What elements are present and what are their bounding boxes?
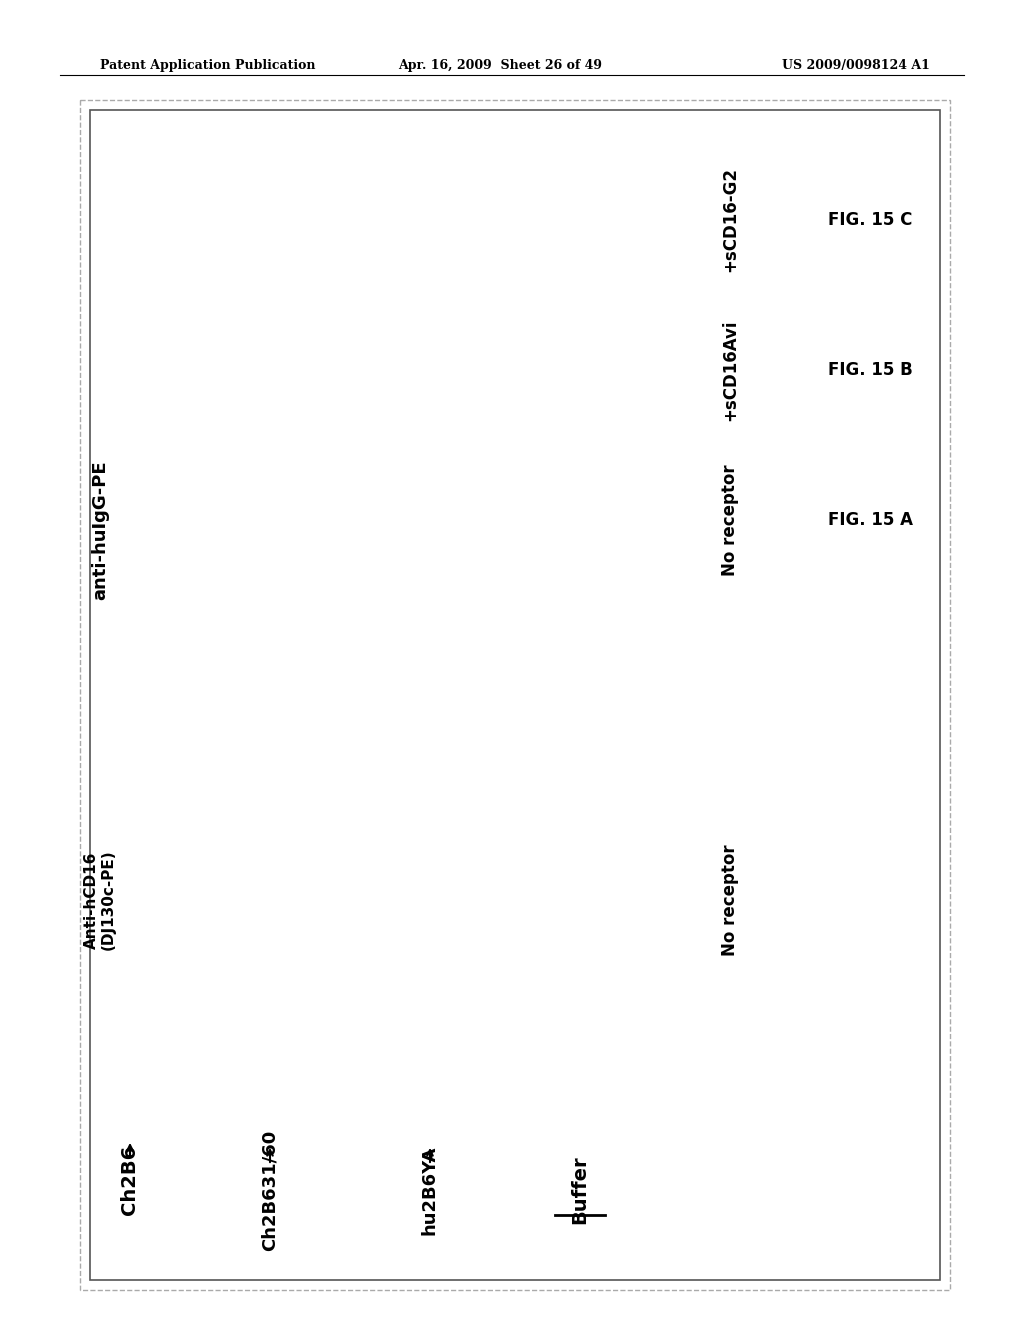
Text: US 2009/0098124 A1: US 2009/0098124 A1 — [782, 58, 930, 71]
Text: No receptor: No receptor — [721, 465, 739, 576]
Text: Buffer: Buffer — [570, 1156, 590, 1225]
Text: FIG. 15 C: FIG. 15 C — [827, 211, 912, 228]
Text: No receptor: No receptor — [721, 845, 739, 956]
Text: hu2B6YA: hu2B6YA — [421, 1146, 439, 1234]
Text: FIG. 15 B: FIG. 15 B — [827, 360, 912, 379]
Text: +sCD16Avi: +sCD16Avi — [721, 319, 739, 421]
Text: Ch2B6: Ch2B6 — [121, 1144, 139, 1216]
Text: Patent Application Publication: Patent Application Publication — [100, 58, 315, 71]
Text: +sCD16-G2: +sCD16-G2 — [721, 168, 739, 272]
Text: FIG. 15 A: FIG. 15 A — [827, 511, 912, 529]
Text: Apr. 16, 2009  Sheet 26 of 49: Apr. 16, 2009 Sheet 26 of 49 — [398, 58, 602, 71]
Text: Anti-hCD16
(DJ130c-PE): Anti-hCD16 (DJ130c-PE) — [84, 850, 116, 950]
Text: anti-huIgG-PE: anti-huIgG-PE — [91, 461, 109, 599]
Text: Ch2B631/60: Ch2B631/60 — [261, 1130, 279, 1250]
